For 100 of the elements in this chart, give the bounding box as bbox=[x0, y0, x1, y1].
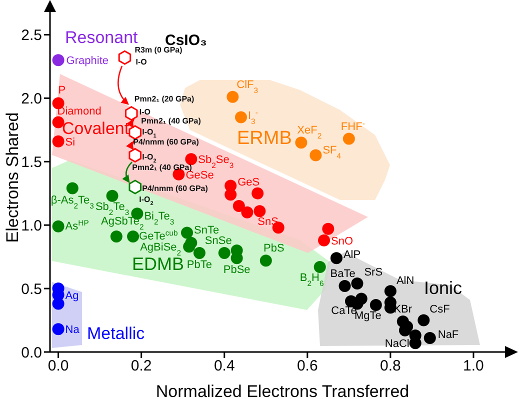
point bbox=[52, 116, 64, 128]
annotation: I-O bbox=[139, 107, 150, 116]
annotation: I-O$_{2}$ bbox=[142, 152, 156, 164]
annotation: P bbox=[58, 84, 66, 96]
annotation: NaF bbox=[438, 329, 459, 342]
point bbox=[254, 205, 266, 218]
point bbox=[110, 230, 122, 243]
annotation: I-O bbox=[136, 58, 147, 67]
annotation: R3m (0 GPa) bbox=[134, 46, 183, 55]
point bbox=[295, 136, 308, 149]
annotation: SnO bbox=[331, 235, 354, 248]
point bbox=[351, 277, 364, 290]
annotation: ERMB bbox=[237, 128, 292, 149]
annotation: Na bbox=[65, 324, 80, 336]
annotation: SrS bbox=[364, 266, 383, 278]
point bbox=[234, 111, 247, 124]
x-tick-label: 0.6 bbox=[296, 358, 318, 375]
annotation: Sb$_{2}$Se$_{3}$ bbox=[198, 154, 234, 170]
annotation: Resonant bbox=[65, 28, 138, 47]
point bbox=[252, 187, 264, 200]
x-tick-label: 0.2 bbox=[130, 358, 152, 375]
point bbox=[224, 188, 237, 201]
annotation: Sb$_{2}$Te$_{3}$ bbox=[95, 200, 130, 216]
point bbox=[218, 247, 230, 260]
y-tick-label: 0.0 bbox=[21, 344, 42, 362]
x-tick-label: 0.0 bbox=[48, 358, 69, 375]
annotation: PbS bbox=[263, 242, 284, 255]
annotation: B$_{2}$H$_{6}$ bbox=[300, 272, 324, 288]
point bbox=[318, 234, 330, 246]
annotation: SF$_{4}$ bbox=[322, 144, 342, 160]
point bbox=[52, 220, 64, 232]
point bbox=[52, 54, 64, 66]
annotation: SnTe bbox=[194, 224, 220, 237]
annotation: Bi$_{2}$Te$_{3}$ bbox=[144, 210, 174, 226]
point bbox=[128, 125, 142, 140]
annotation: Pmn2₁ (40 GPa) bbox=[141, 116, 202, 126]
annotation: FHF$^{-}$ bbox=[340, 118, 366, 133]
x-tick-label: 0.8 bbox=[380, 358, 401, 375]
annotation: AlP bbox=[343, 249, 361, 262]
y-tick-label: 1.0 bbox=[21, 217, 42, 234]
annotation: ClF$_{3}$ bbox=[236, 78, 258, 94]
annotation: Ag bbox=[65, 290, 79, 302]
annotation: GeS bbox=[238, 176, 260, 189]
annotation: NaCl bbox=[384, 338, 410, 350]
x-axis-title: Normalized Electrons Transferred bbox=[156, 382, 410, 399]
point bbox=[370, 299, 382, 312]
point bbox=[106, 190, 118, 202]
point bbox=[260, 254, 272, 267]
annotation: P4/nmm (60 GPa) bbox=[142, 184, 208, 194]
point bbox=[384, 285, 396, 298]
annotation: Ionic bbox=[424, 278, 462, 298]
point bbox=[183, 240, 196, 253]
annotation: β-As$_{2}$Te$_{3}$ bbox=[50, 194, 94, 210]
annotation: PbSe bbox=[223, 264, 250, 276]
point bbox=[226, 90, 239, 103]
annotation: SnSe bbox=[204, 235, 232, 248]
annotation: Pmn2₁ (20 GPa) bbox=[134, 94, 194, 104]
x-tick-label: 1.0 bbox=[463, 358, 484, 375]
point bbox=[355, 292, 368, 305]
annotation: CsF bbox=[430, 303, 450, 316]
annotation: Graphite bbox=[66, 55, 109, 68]
point bbox=[181, 226, 194, 239]
point bbox=[128, 180, 142, 194]
y-tick-label: 2.5 bbox=[21, 27, 42, 44]
annotation: Si bbox=[65, 136, 76, 148]
annotation: P4/nmm (60 GPa) bbox=[133, 137, 200, 146]
annotation: Covalent bbox=[62, 119, 130, 138]
point bbox=[124, 106, 138, 121]
annotation: Diamond bbox=[57, 105, 102, 118]
point bbox=[66, 182, 78, 194]
point bbox=[424, 332, 436, 344]
y-axis-title: Electrons Shared bbox=[3, 112, 22, 243]
annotation: BaTe bbox=[330, 268, 356, 280]
point bbox=[193, 247, 206, 260]
point bbox=[330, 252, 342, 264]
point bbox=[241, 206, 254, 218]
annotation: XeF$_{2}$ bbox=[297, 124, 322, 140]
point bbox=[232, 200, 245, 212]
point bbox=[52, 135, 64, 148]
annotation: I-O$_{2}$ bbox=[139, 195, 154, 208]
point bbox=[185, 153, 198, 166]
annotation: PbTe bbox=[186, 259, 212, 272]
point bbox=[52, 298, 64, 310]
point bbox=[128, 148, 142, 163]
annotation: AlN bbox=[396, 275, 414, 288]
point bbox=[322, 222, 334, 235]
x-tick-label: 0.4 bbox=[214, 358, 235, 375]
point bbox=[338, 280, 351, 292]
y-tick-label: 2.0 bbox=[21, 90, 42, 108]
point bbox=[314, 260, 326, 273]
y-tick-label: 0.5 bbox=[21, 280, 42, 298]
point bbox=[310, 149, 322, 162]
point bbox=[418, 314, 430, 326]
point bbox=[127, 230, 140, 243]
annotation: I-O$_{1}$ bbox=[142, 127, 156, 140]
point bbox=[342, 132, 355, 145]
annotation: As$^{HP}$ bbox=[65, 218, 89, 232]
annotation: Metallic bbox=[87, 324, 146, 343]
y-tick-label: 1.5 bbox=[21, 154, 42, 171]
point bbox=[52, 323, 64, 336]
